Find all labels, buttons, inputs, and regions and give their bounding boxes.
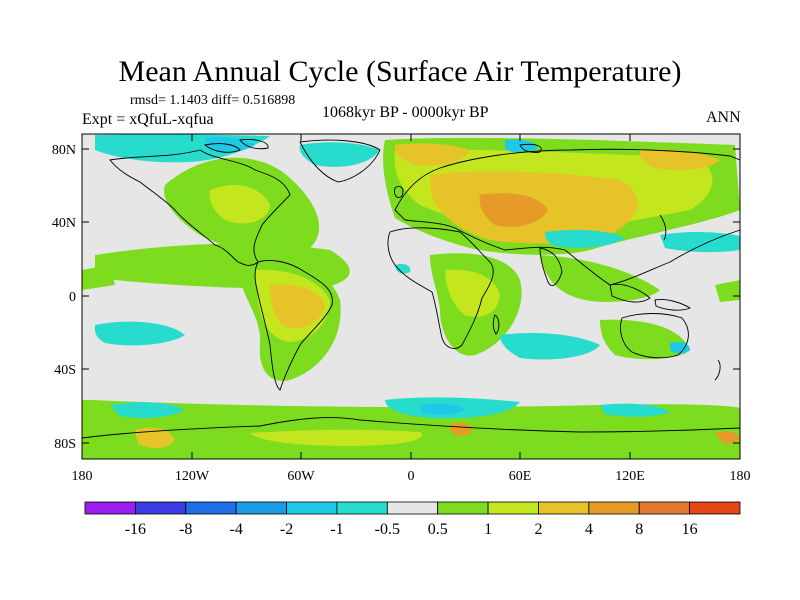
map-title: Mean Annual Cycle (Surface Air Temperatu… bbox=[118, 55, 682, 88]
legend-swatch bbox=[437, 501, 489, 515]
lon-tick-label: 180 bbox=[730, 469, 751, 484]
experiment-label: Expt = xQfuL-xqfua bbox=[82, 111, 214, 128]
legend-label: 8 bbox=[635, 521, 643, 538]
legend-label: -2 bbox=[280, 521, 293, 538]
legend-label: 1 bbox=[484, 521, 492, 538]
anomaly-fields-positive-very-high bbox=[450, 193, 740, 445]
lat-tick-label: 0 bbox=[69, 290, 76, 305]
lat-tick-labels: 80N 40N 0 40S 80S bbox=[52, 143, 76, 452]
lon-tick-label: 120E bbox=[615, 469, 645, 484]
legend-swatch bbox=[487, 501, 539, 515]
legend-swatch bbox=[134, 501, 187, 515]
coastlines bbox=[81, 139, 741, 439]
period-label: 1068kyr BP - 0000kyr BP bbox=[322, 104, 489, 121]
anomaly-fields-negative-mid bbox=[205, 137, 690, 415]
lat-tick-label: 80N bbox=[52, 143, 76, 158]
lon-tick-marks bbox=[81, 134, 741, 459]
lon-tick-label: 0 bbox=[408, 469, 415, 484]
legend-label: -16 bbox=[125, 521, 146, 538]
color-legend-bar bbox=[84, 501, 741, 515]
lon-tick-labels: 180 120W 60W 0 60E 120E 180 bbox=[72, 469, 751, 484]
color-legend-labels: -16 -8 -4 -2 -1 -0.5 0.5 1 2 4 8 16 bbox=[125, 521, 698, 538]
lat-tick-label: 80S bbox=[54, 437, 76, 452]
legend-label: -0.5 bbox=[375, 521, 400, 538]
legend-swatch bbox=[336, 501, 388, 515]
lon-tick-label: 120W bbox=[175, 469, 210, 484]
legend-label: 0.5 bbox=[428, 521, 448, 538]
season-label: ANN bbox=[706, 109, 741, 126]
legend-swatch bbox=[588, 501, 640, 515]
legend-label: -4 bbox=[229, 521, 242, 538]
lat-tick-marks bbox=[82, 148, 740, 444]
legend-swatch bbox=[638, 501, 691, 515]
map-panel bbox=[81, 133, 741, 460]
legend-swatch bbox=[84, 501, 136, 515]
legend-swatch bbox=[689, 501, 741, 515]
lat-tick-label: 40N bbox=[52, 216, 76, 231]
legend-swatch bbox=[538, 501, 590, 515]
legend-label: 2 bbox=[534, 521, 542, 538]
legend-label: -8 bbox=[179, 521, 192, 538]
legend-label: 4 bbox=[585, 521, 593, 538]
legend-swatch bbox=[286, 501, 338, 515]
legend-swatch bbox=[235, 501, 287, 515]
lon-tick-label: 60E bbox=[509, 469, 532, 484]
lat-tick-label: 40S bbox=[54, 363, 76, 378]
legend-label: 16 bbox=[682, 521, 698, 538]
lon-tick-label: 60W bbox=[287, 469, 315, 484]
legend-swatch bbox=[386, 501, 439, 515]
lon-tick-label: 180 bbox=[72, 469, 93, 484]
rmsd-diff-stats: rmsd= 1.1403 diff= 0.516898 bbox=[130, 93, 296, 108]
legend-label: -1 bbox=[330, 521, 343, 538]
legend-swatch bbox=[185, 501, 237, 515]
